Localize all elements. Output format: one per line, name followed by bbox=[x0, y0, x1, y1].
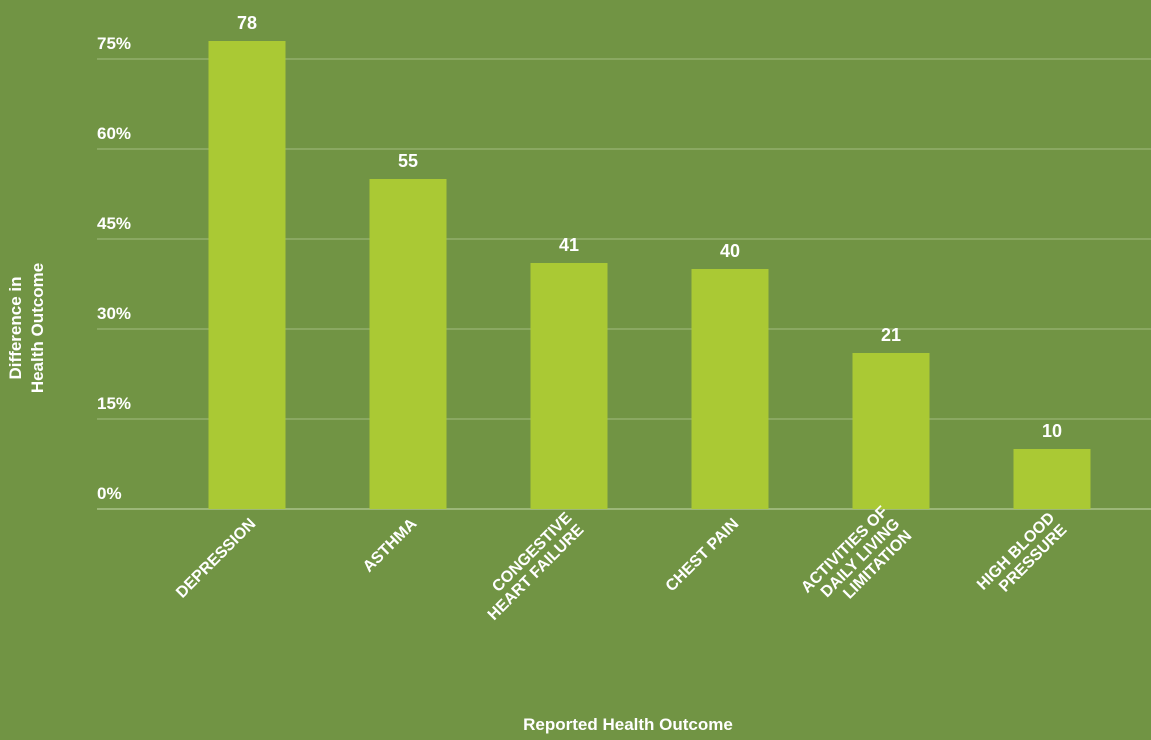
x-axis-title: Reported Health Outcome bbox=[523, 715, 733, 734]
x-tick-label: CHEST PAIN bbox=[663, 515, 743, 595]
x-tick-label-line: ASTHMA bbox=[360, 515, 421, 576]
bar bbox=[530, 263, 608, 509]
bar-data-label: 21 bbox=[881, 325, 901, 345]
bar bbox=[1013, 449, 1091, 509]
y-axis-title: Difference in Health Outcome bbox=[6, 263, 47, 393]
x-tick-label: ASTHMA bbox=[360, 515, 421, 576]
y-axis-title-line: Health Outcome bbox=[28, 263, 47, 393]
y-axis-ticks: 0% 15% 30% 45% 60% 75% bbox=[97, 34, 131, 503]
bar bbox=[208, 41, 286, 509]
y-tick-label: 15% bbox=[97, 394, 131, 413]
y-axis-title-line: Difference in bbox=[6, 277, 25, 380]
bar bbox=[691, 269, 769, 509]
y-tick-label: 0% bbox=[97, 484, 122, 503]
y-tick-label: 30% bbox=[97, 304, 131, 323]
bar-data-labels: 78 55 41 40 21 10 bbox=[237, 13, 1062, 441]
x-tick-label-line: CHEST PAIN bbox=[663, 515, 743, 595]
bar-data-label: 10 bbox=[1042, 421, 1062, 441]
bar-data-label: 78 bbox=[237, 13, 257, 33]
x-tick-label-line: DEPRESSION bbox=[173, 515, 259, 601]
y-tick-label: 60% bbox=[97, 124, 131, 143]
bar-data-label: 55 bbox=[398, 151, 418, 171]
x-tick-label: DEPRESSION bbox=[173, 515, 259, 601]
bar bbox=[852, 353, 930, 509]
bar-data-label: 40 bbox=[720, 241, 740, 261]
bars bbox=[208, 41, 1091, 509]
bar-data-label: 41 bbox=[559, 235, 579, 255]
bar bbox=[369, 179, 447, 509]
y-tick-label: 45% bbox=[97, 214, 131, 233]
y-tick-label: 75% bbox=[97, 34, 131, 53]
